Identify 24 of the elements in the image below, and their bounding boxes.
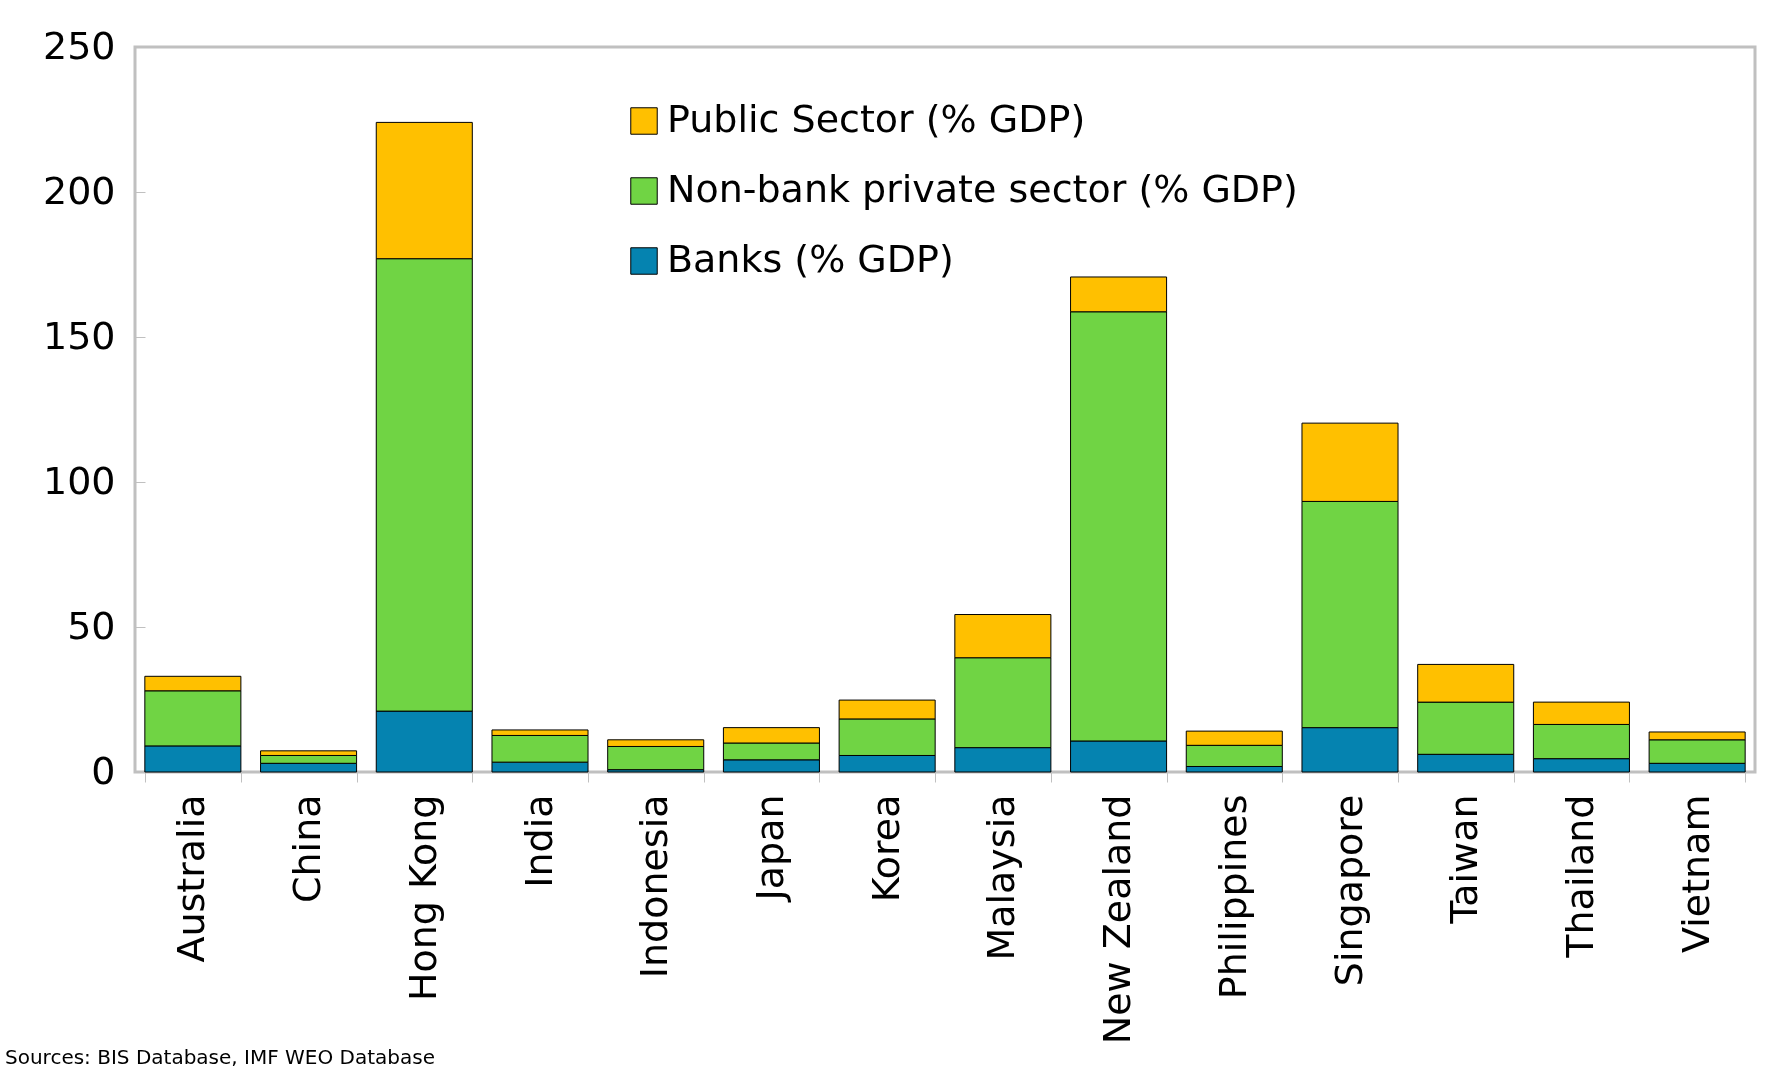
y-tick-label: 200 [42, 168, 116, 213]
x-tick-label: Singapore [1326, 794, 1371, 987]
x-tick-label: Taiwan [1442, 794, 1487, 925]
y-tick-label: 50 [67, 603, 116, 648]
x-tick-label: Indonesia [632, 794, 677, 979]
x-tick-label: Japan [747, 794, 792, 903]
x-tick-label: Thailand [1557, 794, 1602, 959]
y-tick-label: 150 [42, 313, 116, 358]
legend-label: Public Sector (% GDP) [667, 97, 1086, 141]
x-tick-label: New Zealand [1095, 794, 1140, 1045]
y-tick-label: 100 [42, 458, 116, 503]
x-tick-label: India [516, 794, 561, 888]
y-tick-label: 0 [91, 748, 116, 793]
x-tick-label: Korea [863, 794, 908, 903]
x-tick-label: Malaysia [979, 794, 1024, 961]
x-tick-label: China [285, 794, 330, 904]
y-tick-label: 250 [42, 23, 116, 68]
x-tick-label: Australia [169, 794, 214, 963]
legend-label: Banks (% GDP) [667, 237, 954, 281]
x-tick-label: Philippines [1210, 794, 1255, 1000]
source-note: Sources: BIS Database, IMF WEO Database [5, 1044, 435, 1069]
x-tick-label: Vietnam [1673, 794, 1718, 953]
x-tick-label: Hong Kong [400, 794, 445, 1002]
legend-label: Non-bank private sector (% GDP) [667, 167, 1298, 211]
